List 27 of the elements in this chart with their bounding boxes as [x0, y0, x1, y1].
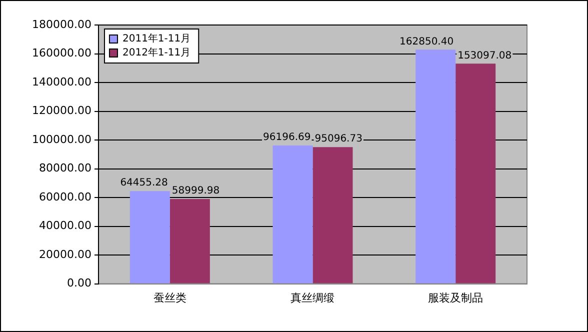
y-tick-label: 160000.00: [32, 46, 92, 60]
x-tick-label: 服装及制品: [428, 291, 484, 304]
data-label: 64455.28: [120, 178, 168, 189]
data-label: 58999.98: [172, 186, 220, 197]
y-tick-label: 120000.00: [32, 104, 92, 118]
y-tick-label: 80000.00: [38, 162, 92, 175]
y-tick-label: 60000.00: [38, 190, 92, 204]
x-tick-label: 蚕丝类: [153, 291, 186, 304]
bar: [130, 191, 170, 284]
y-tick-label: 100000.00: [32, 132, 92, 146]
legend-label: 2011年1-11月: [122, 32, 191, 45]
y-tick-label: 140000.00: [32, 75, 92, 88]
x-tick-label: 真丝绸缎: [290, 291, 335, 304]
bar: [170, 198, 210, 284]
data-label: 162850.40: [400, 36, 454, 48]
legend-label: 2012年1-11月: [122, 46, 191, 59]
bar: [456, 64, 496, 284]
bar: [272, 145, 313, 284]
data-label: 96196.69: [263, 132, 311, 144]
data-label: 95096.73: [314, 134, 362, 145]
y-tick-label: 180000.00: [32, 18, 92, 31]
bar: [416, 50, 456, 284]
bar: [312, 147, 353, 284]
y-tick-label: 20000.00: [38, 248, 92, 261]
y-tick-label: 40000.00: [38, 219, 92, 232]
data-label: 153097.08: [458, 50, 512, 62]
y-tick-label: 0.00: [66, 276, 92, 290]
